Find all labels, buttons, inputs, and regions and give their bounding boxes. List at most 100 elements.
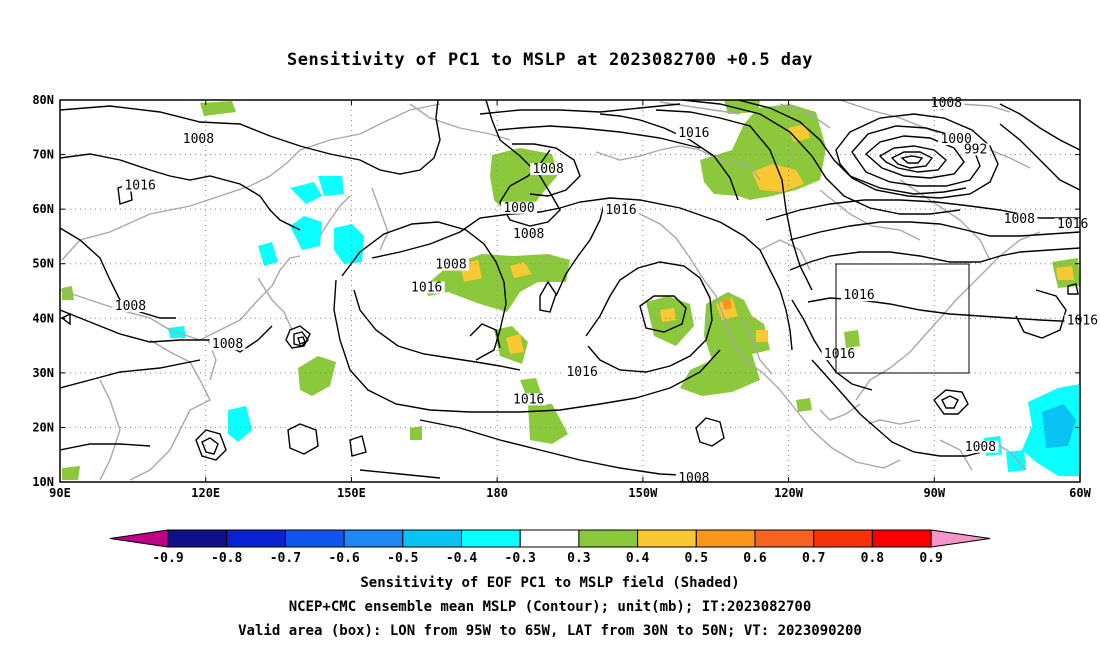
sensitivity-blob <box>510 262 532 278</box>
mslp-contour <box>941 395 959 409</box>
sensitivity-blob <box>1056 266 1074 280</box>
contour-label: 1008 <box>965 440 996 455</box>
sensitivity-blob <box>660 308 676 322</box>
mslp-contour <box>933 389 969 415</box>
contour-label: 1016 <box>843 288 874 303</box>
coastline <box>257 277 293 331</box>
x-tick-label: 90W <box>923 486 945 500</box>
contour-label: 1008 <box>212 337 243 352</box>
contour-label: 1016 <box>824 347 855 362</box>
coastline <box>855 231 1041 401</box>
contour-label-bg <box>1064 314 1100 327</box>
y-tick-label: 50N <box>32 257 54 271</box>
x-tick-label: 90E <box>49 486 71 500</box>
coastline <box>319 195 351 237</box>
mslp-contour <box>201 437 219 455</box>
contour-label: 1016 <box>411 280 442 295</box>
contour-label: 1008 <box>115 299 146 314</box>
mslp-contour <box>349 435 367 457</box>
contour-label: 1016 <box>513 392 544 407</box>
contour-label-bg <box>408 281 445 294</box>
chart-title: Sensitivity of PC1 to MSLP at 2023082700… <box>286 50 813 70</box>
contour-label-bg <box>1054 218 1091 231</box>
mslp-contour <box>555 203 605 297</box>
sensitivity-blob <box>200 101 236 116</box>
contour-label-bg <box>510 227 547 240</box>
sensitivity-blob <box>506 334 524 354</box>
colorbar-label: -0.9 <box>152 551 183 566</box>
coastline <box>99 379 121 481</box>
contour-label-bg <box>433 258 469 271</box>
colorbar-label: 0.9 <box>919 551 942 566</box>
contour-label: 1016 <box>1057 217 1088 232</box>
contour-label-bg <box>821 348 858 361</box>
mslp-contour <box>293 331 309 347</box>
mslp-contour <box>900 155 924 164</box>
contour-label-bg <box>962 440 999 453</box>
y-tick-label: 30N <box>32 366 54 380</box>
contour-label: 1000 <box>503 201 534 216</box>
y-tick-label: 80N <box>32 93 54 107</box>
mslp-contour <box>695 417 725 447</box>
contour-label: 1008 <box>678 471 709 486</box>
colorbar-label: -0.7 <box>270 551 301 566</box>
colorbar-segment <box>637 529 697 548</box>
mslp-contour <box>851 125 981 187</box>
mslp-contour <box>681 100 961 215</box>
mslp-contour <box>791 299 873 391</box>
caption-line-1: Sensitivity of EOF PC1 to MSLP field (Sh… <box>360 575 740 591</box>
colorbar-label: -0.6 <box>328 551 359 566</box>
valid-area-box <box>835 263 970 374</box>
contour-label: 1016 <box>566 365 597 380</box>
contour-label: 1008 <box>931 96 962 111</box>
contour-label-bg <box>122 179 159 192</box>
mslp-contour <box>287 423 319 455</box>
mslp-contour <box>485 100 561 227</box>
colorbar-segment <box>461 529 521 548</box>
mslp-contour <box>60 443 151 451</box>
mslp-contour <box>60 153 301 231</box>
colorbar-arrow-left <box>109 529 169 548</box>
mslp-contour <box>539 280 557 313</box>
mslp-contour <box>789 221 1080 241</box>
mslp-contour <box>789 247 1080 271</box>
mslp-contour <box>811 359 991 457</box>
contour-label: 1016 <box>678 126 709 141</box>
mslp-contour <box>1067 283 1079 295</box>
contour-label: 1008 <box>183 132 214 147</box>
sensitivity-blob <box>788 124 810 142</box>
caption-line-3: Valid area (box): LON from 95W to 65W, L… <box>238 623 862 639</box>
contour-label-bg <box>501 201 537 214</box>
mslp-contour <box>835 113 999 199</box>
sensitivity-blob <box>1006 450 1026 472</box>
colorbar-label: -0.3 <box>505 551 536 566</box>
contour-label-bg <box>180 133 217 146</box>
colorbar-label: 0.5 <box>685 551 708 566</box>
coastline <box>939 439 973 471</box>
y-tick-label: 70N <box>32 148 54 162</box>
contour-label: 1008 <box>1004 212 1035 227</box>
mslp-contour <box>195 429 227 461</box>
plot-frame <box>59 99 1081 483</box>
coastline <box>819 189 921 241</box>
contour-label-bg <box>530 163 567 176</box>
mslp-contour <box>512 143 581 197</box>
contour-label-bg <box>564 366 601 379</box>
contour-label-bg <box>209 338 246 351</box>
colorbar-segment <box>695 529 756 548</box>
y-tick-label: 20N <box>32 420 54 434</box>
colorbar-segment <box>284 529 345 548</box>
sensitivity-blob <box>290 216 322 250</box>
contour-label: 1008 <box>513 227 544 242</box>
mslp-contour <box>497 125 701 149</box>
colorbar-segment <box>578 529 639 548</box>
coastline <box>819 403 861 421</box>
contour-label-bg <box>961 143 990 156</box>
colorbar-segment <box>343 529 404 548</box>
mslp-contour <box>285 325 311 349</box>
contour-label-bg <box>675 127 712 140</box>
contour-label-bg <box>841 289 877 302</box>
sensitivity-blob <box>258 242 278 266</box>
colorbar-label: 0.8 <box>861 551 885 566</box>
y-tick-label: 40N <box>32 311 54 325</box>
